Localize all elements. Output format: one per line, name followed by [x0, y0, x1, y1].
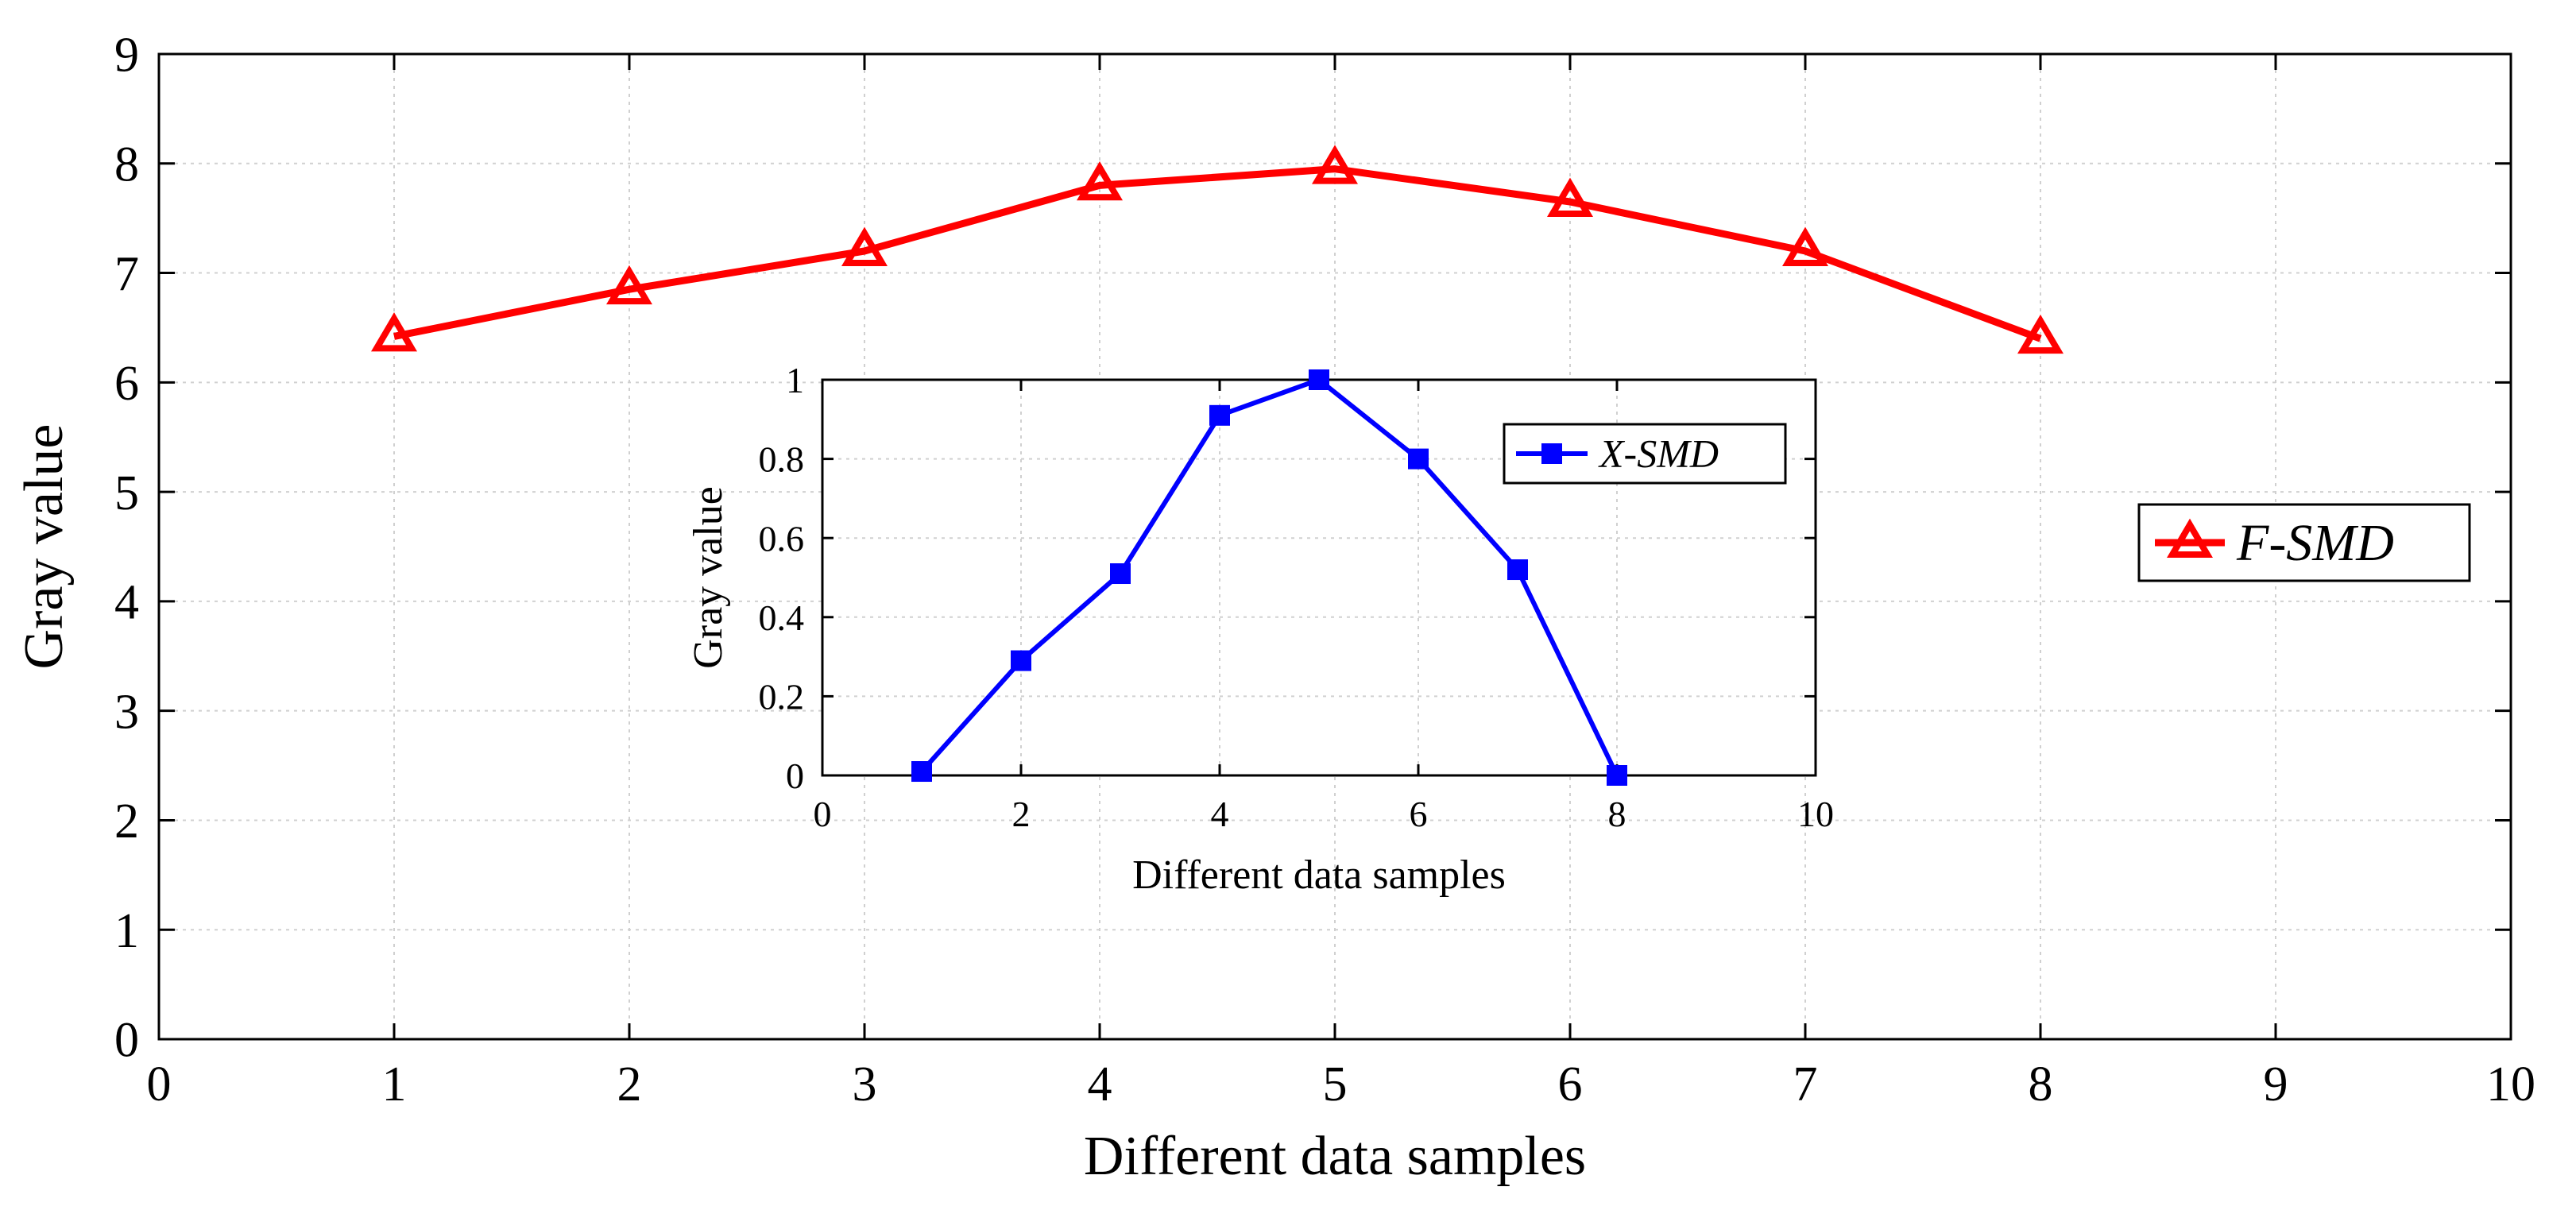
- main-x-tick-label: 0: [147, 1057, 172, 1111]
- main-x-axis-title: Different data samples: [1084, 1126, 1586, 1187]
- inset-series-line: [919, 377, 1619, 777]
- inset-data-point: [1507, 559, 1528, 581]
- inset-y-axis-title: Gray value: [686, 486, 731, 669]
- main-x-tick-label: 4: [1088, 1057, 1112, 1111]
- main-data-point: [841, 226, 888, 266]
- inset-y-tick-label: 0.8: [759, 439, 805, 480]
- legend-label: X-SMD: [1598, 431, 1719, 476]
- inset-y-tick-label: 0: [786, 756, 804, 796]
- main-y-tick-label: 3: [114, 685, 139, 739]
- inset-x-tick-label: 0: [814, 794, 832, 834]
- inset-chart: 0 2 4 6 8 10 0 0.2 0.4 0.6 0.8 1 Different data samp…: [686, 360, 1834, 898]
- inset-x-tick-label: 2: [1012, 794, 1031, 834]
- main-y-tick-label: 8: [114, 137, 139, 191]
- main-y-tick-label: 7: [114, 247, 139, 301]
- legend-marker: [2167, 518, 2213, 558]
- main-x-tick-label: 10: [2486, 1057, 2535, 1111]
- inset-data-point: [1110, 563, 1131, 585]
- inset-x-tick-label: 10: [1797, 794, 1834, 834]
- inset-x-tick-label: 4: [1211, 794, 1229, 834]
- main-data-point: [1547, 177, 1593, 217]
- main-y-tick-label: 9: [114, 29, 139, 83]
- legend-marker: [1541, 443, 1562, 464]
- main-x-tick-label: 2: [617, 1057, 642, 1111]
- main-y-tick-label: 4: [114, 576, 139, 630]
- inset-x-axis-title: Different data samples: [1132, 852, 1506, 898]
- main-x-tick-label: 1: [382, 1057, 407, 1111]
- inset-y-tick-label: 0.6: [759, 518, 805, 559]
- legend-label: F-SMD: [2236, 514, 2394, 572]
- main-x-tick-label: 3: [853, 1057, 877, 1111]
- main-y-tick-label: 5: [114, 466, 139, 520]
- main-x-tick-label: 7: [1793, 1057, 1818, 1111]
- main-y-tick-label: 6: [114, 357, 139, 411]
- main-data-point: [1077, 161, 1123, 201]
- main-x-tick-label: 5: [1323, 1057, 1348, 1111]
- inset-legend: X-SMD: [1503, 423, 1787, 485]
- inset-y-tick-label: 1: [786, 360, 804, 400]
- main-legend: F-SMD: [2137, 503, 2471, 582]
- main-data-point: [606, 265, 652, 305]
- inset-data-point: [911, 761, 932, 783]
- main-data-point: [1312, 145, 1358, 184]
- inset-x-tick-label: 6: [1410, 794, 1428, 834]
- inset-data-point: [1408, 448, 1429, 470]
- inset-y-tick-label: 0.4: [759, 597, 805, 638]
- inset-data-point: [1209, 404, 1230, 426]
- main-y-axis-title: Gray value: [14, 423, 75, 669]
- inset-data-point: [1309, 369, 1329, 390]
- inset-data-point: [1607, 765, 1627, 786]
- main-data-point: [1782, 226, 1828, 266]
- inset-y-tick-label: 0.2: [759, 677, 805, 717]
- main-data-point: [2017, 314, 2064, 354]
- main-y-tick-label: 1: [114, 904, 139, 958]
- inset-data-point: [1011, 650, 1031, 671]
- main-x-tick-label: 8: [2029, 1057, 2053, 1111]
- inset-x-tick-label: 8: [1608, 794, 1626, 834]
- main-x-tick-label: 6: [1558, 1057, 1583, 1111]
- main-y-tick-label: 2: [114, 794, 139, 849]
- main-x-tick-label: 9: [2264, 1057, 2288, 1111]
- main-y-tick-label: 0: [114, 1014, 139, 1068]
- main-series-line: [393, 165, 2042, 342]
- main-data-point: [371, 312, 417, 352]
